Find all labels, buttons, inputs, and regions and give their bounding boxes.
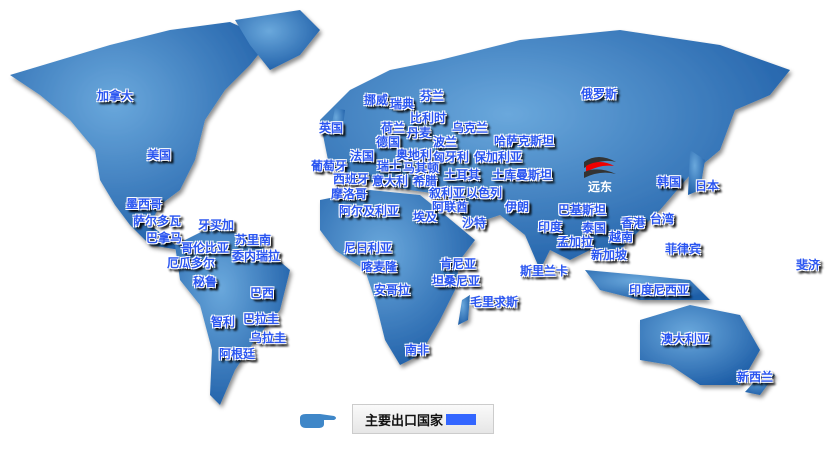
country-label[interactable]: 日本 (695, 179, 720, 193)
country-label[interactable]: 台湾 (650, 212, 675, 226)
country-label[interactable]: 新加坡 (591, 248, 628, 262)
country-label[interactable]: 阿根廷 (219, 347, 256, 361)
australia (640, 305, 760, 385)
country-label[interactable]: 泰国 (582, 221, 607, 235)
greenland (235, 10, 320, 70)
country-label[interactable]: 巴拉圭 (243, 312, 280, 326)
country-label[interactable]: 萨尔多瓦 (133, 214, 182, 228)
country-label[interactable]: 葡萄牙 (311, 159, 348, 173)
country-label[interactable]: 韩国 (657, 175, 682, 189)
country-label[interactable]: 斐济 (796, 258, 821, 272)
hand-pointer-icon (300, 414, 336, 428)
country-label[interactable]: 南非 (405, 343, 430, 357)
country-label[interactable]: 厄瓜多尔 (167, 256, 216, 270)
country-label[interactable]: 法国 (350, 149, 375, 163)
madagascar (458, 295, 470, 325)
country-label[interactable]: 丹麦 (407, 126, 432, 140)
country-label[interactable]: 美国 (147, 148, 172, 162)
country-label[interactable]: 菲律宾 (665, 242, 702, 256)
country-label[interactable]: 苏里南 (235, 233, 272, 247)
yuandong-logo-icon (584, 157, 616, 178)
country-label[interactable]: 孟加拉 (557, 235, 594, 249)
country-label[interactable]: 英国 (319, 121, 344, 135)
country-label[interactable]: 委内瑞拉 (232, 249, 281, 263)
eurasia (320, 30, 790, 270)
country-label[interactable]: 意大利 (372, 174, 409, 188)
country-label[interactable]: 埃及 (413, 210, 438, 224)
country-label[interactable]: 哥伦比亚 (181, 241, 230, 255)
country-label[interactable]: 牙买加 (198, 218, 235, 232)
country-label[interactable]: 沙特 (462, 216, 487, 230)
country-label[interactable]: 哈萨克斯坦 (494, 134, 555, 148)
uk (330, 108, 345, 135)
country-label[interactable]: 越南 (609, 230, 634, 244)
country-label[interactable]: 保加利亚 (474, 150, 523, 164)
country-label[interactable]: 希腊 (413, 174, 438, 188)
country-label[interactable]: 澳大利亚 (661, 332, 710, 346)
country-label[interactable]: 土耳其 (444, 168, 481, 182)
indonesia (585, 270, 710, 300)
country-label[interactable]: 土库曼斯坦 (492, 168, 553, 182)
country-label[interactable]: 乌拉圭 (250, 331, 287, 345)
country-label[interactable]: 墨西哥 (126, 197, 163, 211)
country-label[interactable]: 安哥拉 (374, 283, 411, 297)
country-label[interactable]: 新西兰 (737, 370, 774, 384)
country-label[interactable]: 比利时 (410, 111, 447, 125)
country-label[interactable]: 毛里求斯 (470, 295, 519, 309)
country-label[interactable]: 斯里兰卡 (520, 264, 569, 278)
new-zealand (745, 370, 775, 395)
country-label[interactable]: 印度尼西亚 (629, 283, 690, 297)
country-label[interactable]: 巴西 (250, 286, 275, 300)
country-label[interactable]: 加拿大 (97, 89, 134, 103)
country-label[interactable]: 阿尔及利亚 (339, 204, 400, 218)
logo-text: 远东 (588, 180, 613, 194)
country-label[interactable]: 西班牙 (333, 172, 370, 186)
country-label[interactable]: 尼日利亚 (344, 241, 393, 255)
country-label[interactable]: 叙利亚 (429, 186, 466, 200)
country-label[interactable]: 阿联酋 (432, 200, 469, 214)
country-label[interactable]: 以色列 (466, 186, 503, 200)
country-label[interactable]: 马其顿 (403, 161, 440, 175)
country-label[interactable]: 喀麦隆 (361, 260, 398, 274)
country-label[interactable]: 奥地利 (396, 148, 433, 162)
country-label[interactable]: 印度 (538, 220, 563, 234)
country-label[interactable]: 荷兰 (381, 121, 406, 135)
legend: 主要出口国家 (352, 404, 494, 434)
north-america (10, 22, 270, 250)
south-america (175, 225, 290, 405)
country-label[interactable]: 坦桑尼亚 (432, 274, 481, 288)
japan (688, 150, 705, 195)
country-label[interactable]: 巴基斯坦 (558, 203, 607, 217)
country-label[interactable]: 巴拿马 (146, 231, 183, 245)
country-label[interactable]: 摩洛哥 (331, 187, 368, 201)
country-label[interactable]: 乌克兰 (452, 121, 489, 135)
country-label[interactable]: 瑞士 (377, 159, 402, 173)
country-label[interactable]: 波兰 (433, 135, 458, 149)
country-label[interactable]: 匈牙利 (433, 150, 470, 164)
africa (320, 190, 475, 365)
country-label[interactable]: 智利 (211, 315, 236, 329)
country-label[interactable]: 瑞典 (390, 97, 415, 111)
country-label[interactable]: 挪威 (364, 93, 389, 107)
country-label[interactable]: 秘鲁 (193, 275, 218, 289)
country-label[interactable]: 肯尼亚 (440, 257, 477, 271)
country-label[interactable]: 俄罗斯 (581, 87, 618, 101)
country-label[interactable]: 德国 (376, 135, 401, 149)
country-label[interactable]: 香港 (621, 216, 646, 230)
country-label[interactable]: 伊朗 (505, 200, 530, 214)
legend-label: 主要出口国家 (365, 413, 444, 429)
legend-swatch (446, 413, 477, 425)
country-label[interactable]: 芬兰 (420, 89, 445, 103)
